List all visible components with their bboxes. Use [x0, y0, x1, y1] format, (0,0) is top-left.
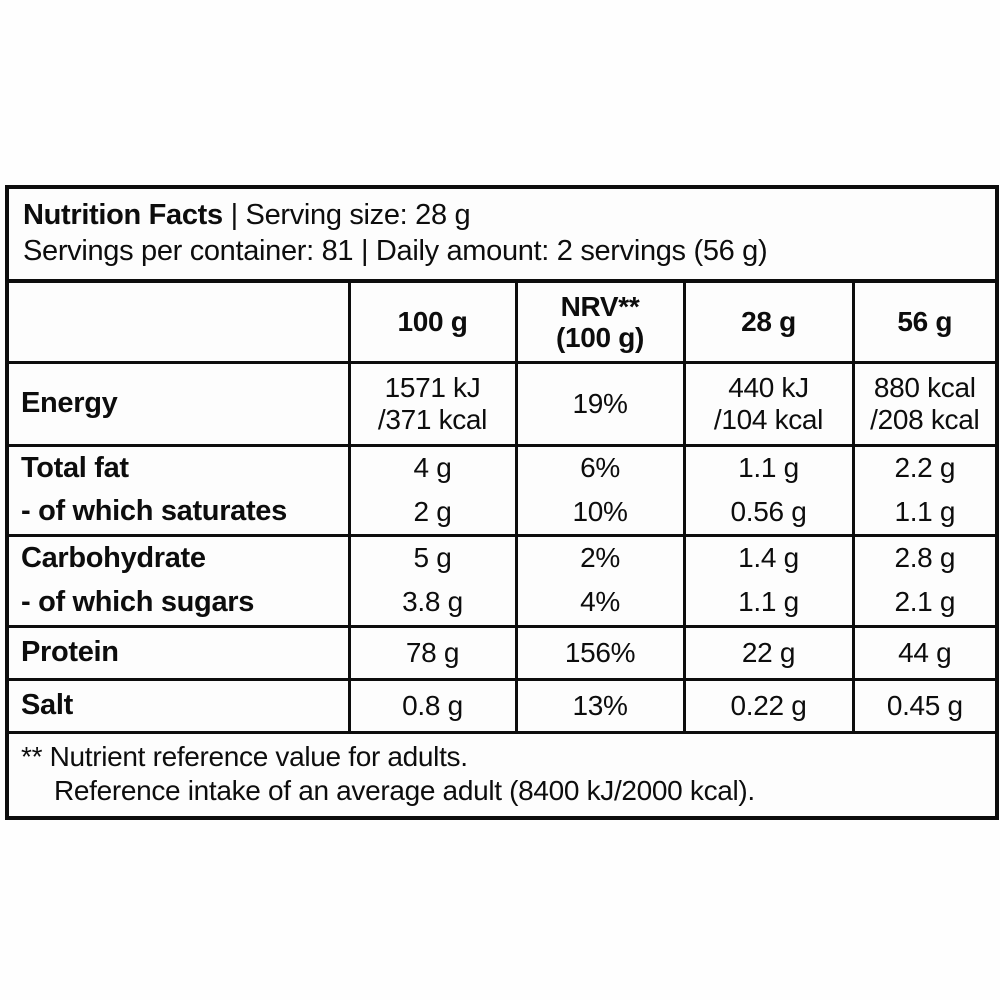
row-total-fat-label: Total fat	[21, 451, 129, 484]
title-separator: |	[230, 199, 239, 231]
col-header-28g: 28 g	[682, 281, 853, 362]
col-header-56g: 56 g	[851, 281, 998, 362]
nutrition-facts-table: Nutrition Facts | Serving size: 28 g Ser…	[5, 185, 1000, 820]
row-energy-label: Energy	[21, 387, 118, 419]
row-salt-28g: 0.22 g	[682, 679, 853, 732]
row-energy-nrv: 19%	[514, 362, 684, 445]
row-salt-56g: 0.45 g	[851, 679, 998, 732]
title-brand: Nutrition Facts	[23, 199, 223, 231]
col-header-nrv-line2: (100 g)	[555, 321, 644, 353]
row-carbohydrate-56g: 2.8 g	[851, 535, 998, 580]
row-saturates: - of which saturates 2 g 10% 0.56 g 1.1 …	[7, 490, 998, 535]
row-energy-56g-kj: 880 kcal	[873, 371, 976, 403]
row-sugars-56g: 2.1 g	[851, 580, 998, 626]
row-energy-28g-kj: 440 kJ	[728, 371, 809, 403]
row-sugars-nrv: 4%	[514, 580, 684, 626]
row-carbohydrate: Carbohydrate 5 g 2% 1.4 g 2.8 g	[7, 535, 998, 580]
footnote-marker: **	[21, 740, 43, 772]
col-header-nrv-line1: NRV**	[560, 290, 640, 322]
serving-size-text: Serving size: 28 g	[245, 199, 471, 231]
row-energy: Energy 1571 kJ /371 kcal 19% 440 kJ /104…	[7, 362, 998, 445]
row-carbohydrate-28g: 1.4 g	[682, 535, 853, 580]
row-sugars: - of which sugars 3.8 g 4% 1.1 g 2.1 g	[7, 580, 998, 626]
title-row: Nutrition Facts | Serving size: 28 g Ser…	[7, 187, 998, 281]
row-salt-100g: 0.8 g	[347, 679, 516, 732]
footnote-row: ** Nutrient reference value for adults. …	[7, 732, 997, 818]
footnote-line-2: Reference intake of an average adult (84…	[54, 774, 755, 806]
col-header-100g: 100 g	[347, 281, 516, 362]
col-header-empty	[7, 281, 349, 362]
footnote-text-1: Nutrient reference value for adults.	[49, 740, 468, 772]
row-energy-56g: 880 kcal /208 kcal	[851, 362, 998, 445]
row-total-fat-56g: 2.2 g	[851, 445, 998, 490]
row-energy-100g-kcal: /371 kcal	[377, 403, 488, 435]
footnote-line-1: ** Nutrient reference value for adults.	[21, 740, 985, 774]
col-header-nrv: NRV** (100 g)	[514, 281, 684, 362]
row-saturates-100g: 2 g	[347, 490, 516, 535]
row-saturates-28g: 0.56 g	[682, 490, 853, 535]
title-cell: Nutrition Facts | Serving size: 28 g Ser…	[7, 187, 997, 281]
row-salt-label: Salt	[21, 689, 73, 721]
row-total-fat: Total fat 4 g 6% 1.1 g 2.2 g	[7, 445, 998, 490]
row-sugars-label: - of which sugars	[21, 585, 255, 618]
row-total-fat-nrv: 6%	[514, 445, 684, 490]
row-protein-nrv: 156%	[514, 626, 684, 679]
title-line-2: Servings per container: 81 | Daily amoun…	[23, 235, 768, 267]
row-energy-100g-kj: 1571 kJ	[384, 371, 481, 403]
row-total-fat-100g: 4 g	[347, 445, 516, 490]
row-energy-28g-kcal: /104 kcal	[713, 403, 824, 435]
row-carbohydrate-nrv: 2%	[514, 535, 684, 580]
row-salt: Salt 0.8 g 13% 0.22 g 0.45 g	[7, 679, 998, 732]
row-saturates-label: - of which saturates	[21, 495, 287, 528]
row-protein-56g: 44 g	[851, 626, 998, 679]
row-protein-label: Protein	[21, 636, 119, 668]
row-protein: Protein 78 g 156% 22 g 44 g	[7, 626, 998, 679]
row-saturates-56g: 1.1 g	[851, 490, 998, 535]
row-energy-28g: 440 kJ /104 kcal	[682, 362, 853, 445]
row-total-fat-28g: 1.1 g	[682, 445, 853, 490]
footnote-cell: ** Nutrient reference value for adults. …	[7, 732, 997, 818]
row-energy-100g: 1571 kJ /371 kcal	[347, 362, 516, 445]
row-protein-28g: 22 g	[682, 626, 853, 679]
title-line-1: Nutrition Facts | Serving size: 28 g	[23, 197, 985, 233]
row-saturates-nrv: 10%	[514, 490, 684, 535]
row-sugars-28g: 1.1 g	[682, 580, 853, 626]
column-header-row: 100 g NRV** (100 g) 28 g 56 g	[7, 281, 998, 362]
row-energy-56g-kcal: /208 kcal	[870, 403, 980, 435]
row-sugars-100g: 3.8 g	[347, 580, 516, 626]
row-carbohydrate-label: Carbohydrate	[21, 541, 206, 574]
row-carbohydrate-100g: 5 g	[347, 535, 516, 580]
row-protein-100g: 78 g	[347, 626, 516, 679]
row-salt-nrv: 13%	[514, 679, 684, 732]
